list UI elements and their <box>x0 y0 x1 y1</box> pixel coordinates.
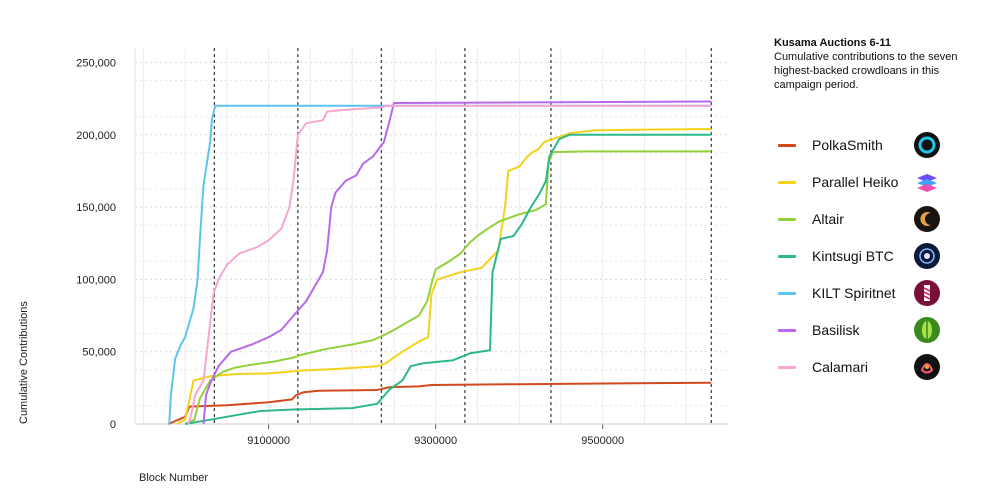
auction-boundaries <box>213 48 712 424</box>
basilisk-logo-icon <box>914 317 940 343</box>
altair-logo-icon <box>914 206 940 232</box>
series-line-parallel-heiko <box>176 128 712 425</box>
legend-swatch <box>778 292 796 295</box>
y-tick-label: 100,000 <box>76 274 116 286</box>
legend-item-kintsugi-btc: Kintsugi BTC <box>778 239 998 276</box>
legend-swatch <box>778 144 796 147</box>
legend-swatch <box>778 181 796 184</box>
axes: 0 50,000 100,000 150,000 200,000 250,000 91000… <box>76 48 728 447</box>
y-axis-title: Cumulative Contributions <box>18 301 30 424</box>
grid <box>135 48 728 424</box>
y-tick-label: 0 <box>110 419 116 431</box>
legend-label: KILT Spiritnet <box>812 285 896 301</box>
x-tick-label: 9300000 <box>414 435 457 447</box>
chart-title: Kusama Auctions 6-11 <box>774 37 891 49</box>
legend-item-basilisk: Basilisk <box>778 313 998 350</box>
legend-swatch <box>778 329 796 332</box>
legend-label: Calamari <box>812 359 869 375</box>
legend-label: Altair <box>812 211 844 227</box>
series-line-kintsugi-btc <box>184 133 712 425</box>
legend-label: Basilisk <box>812 322 860 338</box>
series-line-basilisk <box>202 100 712 425</box>
legend-label: Kintsugi BTC <box>812 248 894 264</box>
legend-item-altair: Altair <box>778 202 998 239</box>
calamari-logo-icon <box>914 354 940 380</box>
legend-item-calamari: Calamari <box>778 350 998 387</box>
legend-label: PolkaSmith <box>812 137 883 153</box>
series-line-kilt-spiritnet <box>168 104 712 425</box>
y-tick-label: 200,000 <box>76 130 116 142</box>
kintsugi-btc-logo-icon <box>914 243 940 269</box>
legend-item-polkasmith: PolkaSmith <box>778 128 998 165</box>
y-tick-label: 150,000 <box>76 202 116 214</box>
legend-item-kilt-spiritnet: KILT Spiritnet <box>778 276 998 313</box>
kilt-spiritnet-logo-icon <box>914 280 940 306</box>
legend-swatch <box>778 218 796 221</box>
y-tick-label: 50,000 <box>82 347 116 359</box>
legend-swatch <box>778 366 796 369</box>
legend-label: Parallel Heiko <box>812 174 899 190</box>
legend-item-parallel-heiko: Parallel Heiko <box>778 165 998 202</box>
series-line-calamari <box>187 104 712 425</box>
x-tick-label: 9500000 <box>581 435 624 447</box>
polkasmith-logo-icon <box>914 132 940 158</box>
series-line-polkasmith <box>168 381 712 425</box>
x-axis-title: Block Number <box>139 472 208 484</box>
y-tick-label: 250,000 <box>76 57 116 69</box>
parallel-heiko-logo-icon <box>914 169 940 195</box>
legend-swatch <box>778 255 796 258</box>
series-lines <box>168 100 712 425</box>
chart-description: Kusama Auctions 6-11 Cumulative contribu… <box>774 36 974 92</box>
x-tick-label: 9100000 <box>247 435 290 447</box>
chart-subtitle: Cumulative contributions to the seven hi… <box>774 51 958 91</box>
legend: PolkaSmith Parallel Heiko Altair Kintsugi B… <box>778 128 998 387</box>
